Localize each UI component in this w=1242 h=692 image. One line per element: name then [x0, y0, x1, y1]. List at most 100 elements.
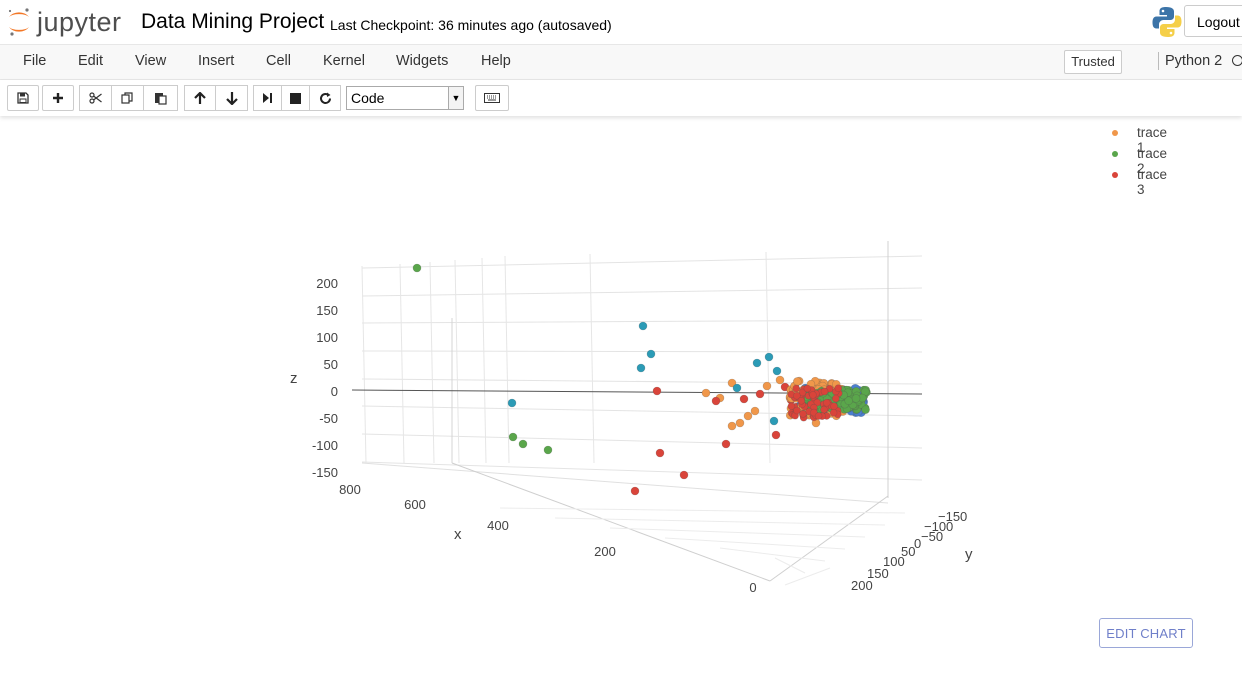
wall-gridline: [589, 253, 595, 464]
z-gridline: [361, 255, 923, 269]
y-axis-line: [769, 495, 889, 582]
y-tick-label: 150: [867, 566, 889, 581]
menu-widgets[interactable]: Widgets: [396, 53, 449, 69]
scatter-point: [636, 363, 646, 373]
scatter-point: [830, 402, 838, 411]
restart-button[interactable]: [309, 85, 341, 111]
x-tick-label: 400: [487, 518, 509, 533]
y-tick-label: 50: [901, 544, 915, 559]
scatter-point: [829, 408, 838, 417]
scatter-point: [798, 388, 807, 397]
x-tick-label: 600: [404, 497, 426, 512]
scatter-point: [793, 406, 801, 415]
menu-cell[interactable]: Cell: [266, 53, 291, 69]
scatter-point: [727, 378, 737, 388]
scatter-point: [638, 321, 648, 331]
scatter-point: [646, 349, 656, 359]
move-down-button[interactable]: [215, 85, 248, 111]
notebook-name[interactable]: Data Mining Project: [141, 10, 325, 33]
scatter-point: [775, 375, 785, 385]
scatter-point: [772, 366, 782, 376]
legend-label: trace 1: [1137, 125, 1168, 155]
x-axis-title: x: [454, 526, 462, 543]
menu-file[interactable]: File: [23, 53, 47, 69]
z-tick-label: 50: [324, 357, 338, 372]
y-tick-label: 0: [914, 536, 921, 551]
legend-marker: [1112, 151, 1118, 157]
save-button[interactable]: [7, 85, 39, 111]
menu-view[interactable]: View: [135, 53, 167, 69]
legend-marker: [1112, 172, 1118, 178]
plotly-chart[interactable]: 200 150 100 50 0 -50 -100 -150 800 600 400 200 0 −150…: [0, 118, 1242, 692]
scatter-point: [823, 398, 831, 407]
command-palette-button[interactable]: [475, 85, 509, 111]
floor-gridline: [719, 547, 826, 562]
scatter-point: [518, 439, 528, 449]
jupyter-logo-icon: [8, 8, 29, 36]
checkpoint-status: Last Checkpoint: 36 minutes ago (autosav…: [330, 17, 612, 33]
cell-type-value: Code: [351, 90, 385, 106]
restart-icon: [319, 92, 331, 104]
scatter-point: [831, 394, 840, 403]
logo-text: jupyter: [37, 6, 122, 37]
run-cell-button[interactable]: [253, 85, 282, 111]
menu-edit[interactable]: Edit: [78, 53, 103, 69]
floor-gridline: [784, 567, 831, 586]
scatter3d-plot[interactable]: 200150100500-50-100-1508006004002000−150…: [0, 118, 1242, 692]
logout-button[interactable]: Logout: [1184, 5, 1242, 37]
y-tick-label: −50: [921, 529, 943, 544]
kernel-divider: [1158, 52, 1159, 70]
wall-gridline: [361, 265, 367, 464]
x-tick-label: 0: [749, 580, 756, 595]
dropdown-arrow-icon: ▼: [448, 87, 463, 109]
menu-insert[interactable]: Insert: [198, 53, 235, 69]
wall-gridline: [504, 255, 510, 464]
floor-gridline: [361, 462, 889, 504]
insert-cell-button[interactable]: [42, 85, 74, 111]
interrupt-button[interactable]: [281, 85, 310, 111]
paste-icon: [155, 93, 167, 105]
z-tick-label: -150: [312, 465, 338, 480]
scatter-point: [799, 410, 807, 418]
jupyter-logo[interactable]: jupyter: [6, 5, 122, 39]
scatter-point: [809, 391, 817, 399]
menubar: File Edit View Insert Cell Kernel Widget…: [0, 44, 1242, 80]
z-tick-label: 150: [316, 303, 338, 318]
scatter-point: [752, 358, 762, 368]
scatter-point: [721, 439, 731, 449]
run-icon: [263, 93, 272, 103]
paste-button[interactable]: [143, 85, 178, 111]
copy-button[interactable]: [111, 85, 144, 111]
menu-help[interactable]: Help: [481, 53, 511, 69]
python-logo-icon: [1152, 6, 1182, 43]
x-axis-line: [451, 462, 771, 582]
trusted-badge[interactable]: Trusted: [1064, 50, 1122, 74]
scatter-point: [797, 396, 806, 405]
floor-gridline: [554, 517, 886, 526]
edit-chart-button[interactable]: EDIT CHART: [1099, 618, 1193, 648]
z-tick-label: 0: [331, 384, 338, 399]
y-tick-label: 200: [851, 578, 873, 593]
cut-icon: [88, 92, 102, 104]
y-tick-label: −100: [924, 519, 953, 534]
scatter-point: [711, 396, 721, 406]
z-gridline: [361, 319, 923, 324]
menu-kernel[interactable]: Kernel: [323, 53, 365, 69]
z-tick-label: 200: [316, 276, 338, 291]
scatter-point: [834, 384, 843, 393]
scatter-point: [851, 394, 861, 403]
scatter-point: [507, 398, 517, 408]
move-up-button[interactable]: [184, 85, 216, 111]
y-axis-title: y: [965, 546, 973, 563]
cut-button[interactable]: [79, 85, 112, 111]
scatter-point: [739, 394, 749, 404]
scatter-point: [508, 432, 518, 442]
cell-type-select[interactable]: Code ▼: [346, 86, 464, 110]
scatter-point: [787, 402, 796, 411]
floor-gridline: [609, 527, 866, 538]
kernel-name: Python 2: [1165, 53, 1223, 69]
scatter-point: [762, 381, 772, 391]
z-tick-label: -100: [312, 438, 338, 453]
scatter-point: [814, 412, 823, 420]
z-gridline: [361, 461, 923, 481]
